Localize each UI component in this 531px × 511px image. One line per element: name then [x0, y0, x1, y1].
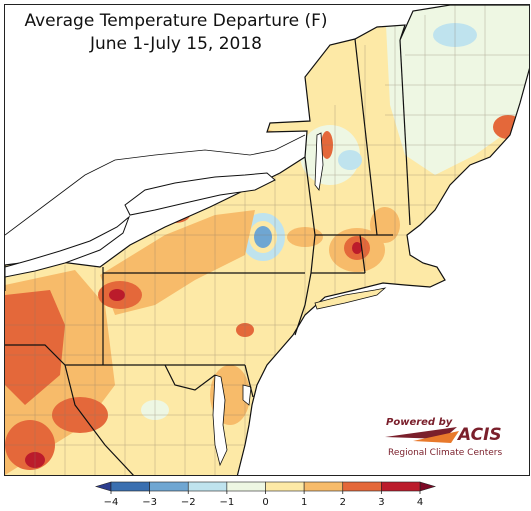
logo-subtitle: Regional Climate Centers [388, 448, 502, 458]
legend-bin [110, 481, 150, 492]
county-borders [5, 5, 529, 475]
legend-under-arrow [94, 481, 112, 492]
legend-bin [226, 481, 266, 492]
maine-neutral-area [385, 5, 529, 175]
legend-tick-label: 1 [301, 497, 307, 508]
legend-tick-label: 0 [262, 497, 268, 508]
departure-shading [5, 5, 529, 475]
legend-bin [265, 481, 305, 492]
nh-warm-area [370, 207, 400, 243]
nh-cool-spot [338, 150, 362, 170]
map-subtitle: June 1-July 15, 2018 [89, 34, 262, 54]
ma-hot-spot [352, 242, 362, 254]
delaware-bay [242, 384, 252, 406]
legend-bin [381, 481, 421, 492]
chesapeake-bay [212, 374, 228, 467]
map-title: Average Temperature Departure (F) [24, 11, 328, 31]
map-frame [4, 4, 530, 476]
temperature-departure-map [5, 5, 529, 475]
legend-tick-label: −3 [142, 497, 157, 508]
logo-swoosh-orange-icon [413, 431, 459, 443]
acis-logo: Powered by ACIS Regional Climate Centers [385, 417, 502, 458]
legend-tick-label: 3 [378, 497, 384, 508]
lake-erie [5, 215, 131, 278]
st-lawrence-warm-area [243, 130, 287, 160]
canada-border [5, 134, 306, 236]
long-island [314, 287, 387, 310]
ny-cool-spot [254, 226, 272, 248]
ny-warm-spot [160, 207, 190, 223]
legend-bin [149, 481, 189, 492]
lake-ontario [124, 172, 276, 216]
logo-powered-by: Powered by [386, 417, 453, 428]
legend-bin [342, 481, 382, 492]
legend-tick-label: −4 [104, 497, 119, 508]
legend-tick-label: −1 [220, 497, 235, 508]
legend-tick-label: 2 [340, 497, 346, 508]
legend-bin [303, 481, 344, 492]
logo-brand: ACIS [456, 425, 502, 445]
legend-tick-label: −2 [181, 497, 196, 508]
legend-colorbar: −4 −3 −2 −1 0 1 2 3 4 [94, 481, 437, 508]
legend-tick-label: 4 [417, 497, 423, 508]
state-borders [5, 38, 411, 475]
legend-over-arrow [419, 481, 437, 492]
maine-coast-warm-spot [493, 115, 523, 139]
pa-hot-spot [109, 289, 125, 301]
legend-bin [187, 481, 228, 492]
lake-champlain [314, 132, 324, 191]
